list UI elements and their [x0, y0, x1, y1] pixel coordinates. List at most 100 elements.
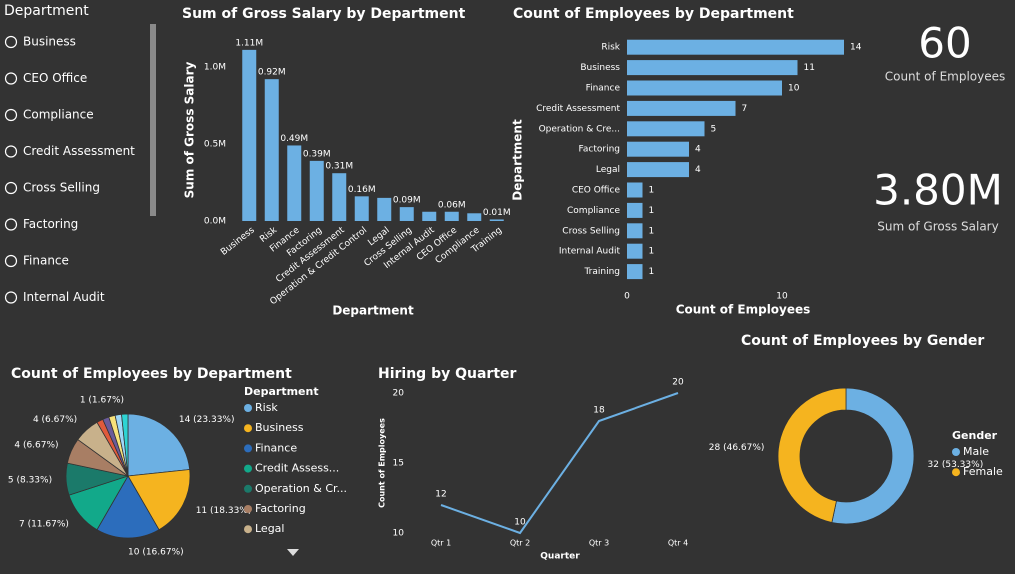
kpi-value: 3.80M — [873, 166, 1003, 215]
bar — [627, 39, 844, 55]
value-label: 14 — [850, 43, 862, 53]
legend-scroll[interactable] — [287, 549, 299, 556]
slice — [96, 475, 160, 539]
value-label: 1 — [649, 186, 655, 196]
legend-swatch — [244, 525, 252, 534]
y-tick-label: 20 — [393, 389, 405, 399]
legend-label: Credit Assess... — [255, 462, 339, 475]
value-label: 5 — [711, 124, 717, 134]
value-label: 12 — [435, 490, 446, 500]
slicer-radio[interactable] — [4, 35, 18, 49]
bar — [399, 207, 414, 221]
slicer-radio[interactable] — [4, 218, 18, 231]
slicer-radio[interactable] — [4, 72, 18, 85]
bar — [627, 243, 643, 259]
slicer-radio[interactable] — [4, 108, 18, 122]
y-axis-title: Count of Employees — [378, 418, 387, 508]
value-label: 10 — [788, 84, 800, 94]
legend-swatch — [952, 468, 960, 477]
chart-title: Count of Employees by Department — [513, 6, 794, 22]
slicer-item[interactable]: Internal Audit — [23, 290, 105, 304]
legend-label: Male — [963, 445, 989, 458]
y-axis-title: Sum of Gross Salary — [183, 61, 197, 198]
x-axis-title: Department — [332, 304, 414, 318]
x-axis-title: Count of Employees — [676, 303, 811, 317]
value-label: 4 — [695, 145, 701, 155]
legend-swatch — [244, 505, 252, 513]
bar — [627, 162, 689, 178]
value-label: 0.49M — [280, 134, 308, 144]
legend-label: Factoring — [255, 502, 306, 515]
legend-swatch — [244, 424, 252, 433]
x-tick-label: Qtr 3 — [589, 539, 609, 548]
slicer-item[interactable]: CEO Office — [23, 71, 87, 85]
scrollbar[interactable] — [150, 24, 156, 216]
value-label: 4 (6.67%) — [14, 441, 58, 451]
legend-swatch — [952, 448, 960, 456]
chart-title: Sum of Gross Salary by Department — [182, 6, 466, 22]
slicer-radio[interactable] — [4, 145, 18, 158]
slicer-radio[interactable] — [4, 181, 18, 195]
y-tick-label: 15 — [393, 459, 404, 469]
slice — [127, 469, 191, 531]
bar — [627, 264, 643, 280]
value-label: 32 (53.33%) — [928, 460, 984, 470]
kpi-value: 60 — [918, 19, 971, 68]
slice — [121, 413, 129, 477]
bar — [422, 211, 437, 221]
legend-label: Female — [963, 465, 1003, 478]
value-label: 4 — [695, 165, 701, 175]
value-label: 0.06M — [438, 200, 466, 210]
slicer-item[interactable]: Factoring — [23, 217, 78, 231]
bar — [627, 80, 782, 96]
value-label: 0.39M — [303, 149, 331, 159]
value-label: 1 (1.67%) — [80, 396, 124, 406]
slicer-item[interactable]: Credit Assessment — [23, 144, 135, 158]
y-axis-title: Department — [511, 119, 525, 201]
value-label: 10 — [514, 518, 526, 528]
value-label: 11 (18.33%) — [196, 506, 252, 516]
value-label: 1 — [649, 247, 655, 257]
x-tick-label: 10 — [776, 292, 788, 302]
value-label: 4 (6.67%) — [33, 415, 77, 425]
slice — [831, 387, 915, 525]
value-label: 7 — [742, 104, 748, 114]
x-tick-label: Business — [219, 225, 257, 258]
bar — [627, 223, 643, 239]
x-tick-label: Qtr 2 — [510, 539, 530, 548]
value-label: 0.16M — [348, 185, 376, 195]
slicer-item[interactable]: Business — [23, 35, 76, 49]
legend-label: Business — [255, 421, 304, 434]
slicer-item[interactable]: Cross Selling — [23, 181, 100, 195]
legend-label: Operation & Cr... — [255, 482, 347, 495]
slicer-item[interactable]: Finance — [23, 254, 69, 268]
bar — [627, 141, 689, 157]
value-label: 28 (46.67%) — [709, 443, 765, 453]
bar — [627, 121, 705, 137]
y-tick-label: Training — [583, 267, 620, 277]
value-label: 0.01M — [483, 208, 511, 218]
slicer-radio[interactable] — [4, 291, 18, 304]
bar — [377, 197, 392, 221]
bar — [287, 145, 302, 221]
value-label: 0.92M — [258, 68, 286, 78]
value-label: 1 — [649, 267, 655, 277]
legend-swatch — [244, 444, 252, 453]
bar — [354, 196, 369, 221]
slicer-item[interactable]: Compliance — [23, 108, 94, 122]
value-label: 18 — [593, 406, 605, 416]
y-tick-label: Cross Selling — [562, 226, 620, 236]
value-label: 1.11M — [235, 38, 263, 48]
y-tick-label: 10 — [393, 529, 405, 539]
legend-swatch — [244, 464, 252, 473]
value-label: 14 (23.33%) — [179, 415, 235, 425]
legend-swatch — [244, 404, 252, 412]
y-tick-label: Risk — [601, 43, 620, 53]
line — [440, 392, 679, 535]
bar — [309, 160, 324, 221]
value-label: 0.09M — [393, 196, 421, 206]
slicer-radio[interactable] — [4, 254, 18, 268]
bar — [444, 211, 459, 221]
chart-title: Hiring by Quarter — [378, 366, 517, 382]
